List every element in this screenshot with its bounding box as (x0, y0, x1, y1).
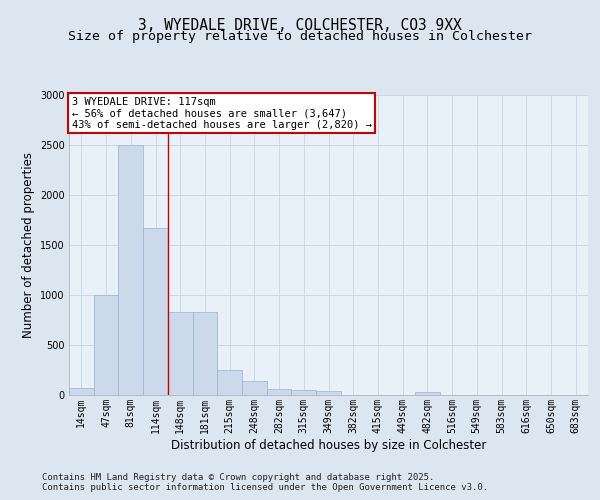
Text: Contains HM Land Registry data © Crown copyright and database right 2025.: Contains HM Land Registry data © Crown c… (42, 472, 434, 482)
Bar (69, 388, 94, 395)
Bar (217, 370, 242, 395)
Bar (143, 228, 168, 395)
X-axis label: Distribution of detached houses by size in Colchester: Distribution of detached houses by size … (171, 438, 486, 452)
Bar (168, 312, 193, 395)
Bar (242, 381, 267, 395)
Bar (118, 145, 143, 395)
Text: 3 WYEDALE DRIVE: 117sqm
← 56% of detached houses are smaller (3,647)
43% of semi: 3 WYEDALE DRIVE: 117sqm ← 56% of detache… (71, 96, 371, 130)
Text: Contains public sector information licensed under the Open Government Licence v3: Contains public sector information licen… (42, 484, 488, 492)
Bar (316, 391, 341, 395)
Bar (267, 388, 292, 395)
Y-axis label: Number of detached properties: Number of detached properties (22, 152, 35, 338)
Text: 3, WYEDALE DRIVE, COLCHESTER, CO3 9XX: 3, WYEDALE DRIVE, COLCHESTER, CO3 9XX (138, 18, 462, 32)
Bar (292, 390, 316, 395)
Bar (193, 312, 217, 395)
Bar (415, 392, 440, 395)
Bar (94, 295, 118, 395)
Text: Size of property relative to detached houses in Colchester: Size of property relative to detached ho… (68, 30, 532, 43)
